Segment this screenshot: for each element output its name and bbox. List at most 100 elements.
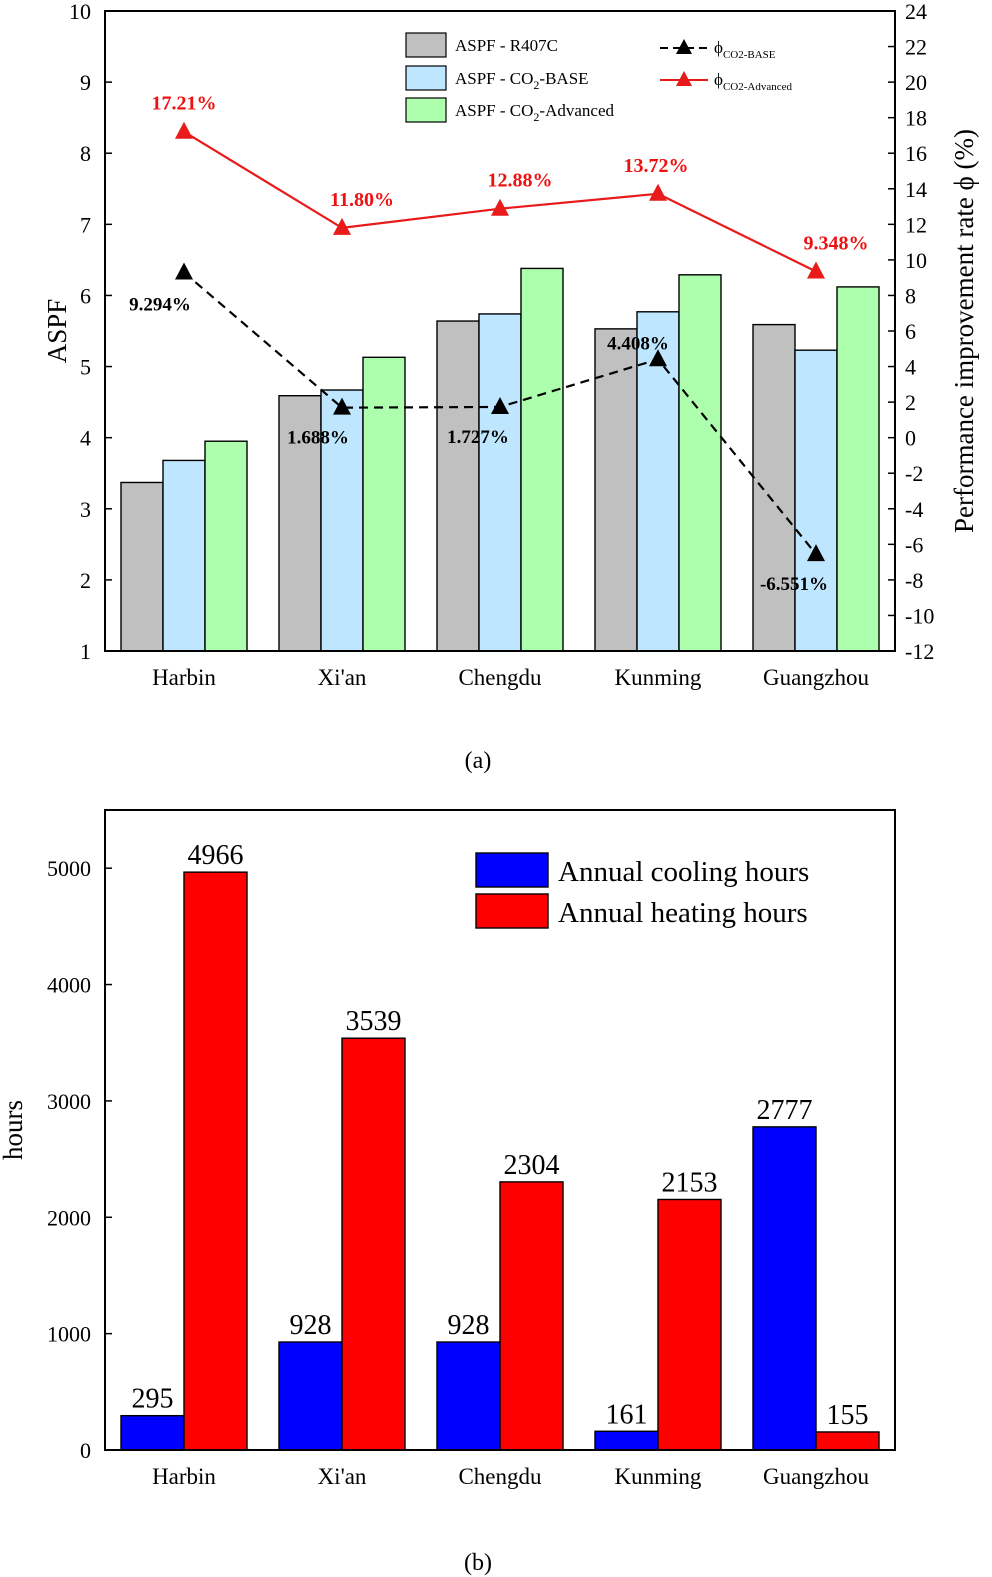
- bar-annual-heating-hours-xi-an: [341, 1037, 406, 1451]
- legend-marker-co2-advanced: [676, 71, 692, 86]
- y2-tick-label: -2: [905, 461, 923, 486]
- marker-co2-base-chengdu: [491, 396, 509, 414]
- legend-swatch-aspf-co2-advanced: [405, 97, 447, 123]
- legend-marker-co2-base: [676, 39, 692, 54]
- panel-b-label: (b): [464, 1550, 492, 1576]
- data-label-co2-advanced-guangzhou: 9.348%: [804, 232, 869, 254]
- legend-swatch-annual-heating-hours: [475, 893, 549, 929]
- y-tick-label: 1000: [47, 1322, 91, 1347]
- bar-annual-cooling-hours-chengdu: [436, 1341, 501, 1451]
- bar-annual-cooling-hours-harbin: [120, 1414, 185, 1451]
- panel-a-chart: 12345678910-12-10-8-6-4-2024681012141618…: [42, 0, 979, 690]
- bar-annual-heating-hours-kunming: [657, 1198, 722, 1451]
- y2-tick-label: -6: [905, 532, 923, 557]
- bar-aspf-r407c-xi-an: [278, 395, 322, 652]
- y2-tick-label: 6: [905, 319, 916, 344]
- data-label-co2-base-kunming: 4.408%: [607, 333, 669, 354]
- data-label-annual-heating-hours-guangzhou: 155: [827, 1400, 869, 1431]
- bar-aspf-co2-advanced-kunming: [678, 274, 722, 652]
- bar-aspf-co2-advanced-guangzhou: [836, 286, 880, 652]
- bar-annual-heating-hours-harbin: [183, 871, 248, 1451]
- bar-annual-cooling-hours-kunming: [594, 1430, 659, 1451]
- x-tick-label: Guangzhou: [763, 665, 870, 690]
- marker-co2-advanced-guangzhou: [807, 261, 825, 279]
- bar-annual-heating-hours-guangzhou: [815, 1431, 880, 1451]
- x-tick-label: Harbin: [152, 665, 216, 690]
- data-label-annual-cooling-hours-guangzhou: 2777: [757, 1095, 813, 1126]
- y-tick-label: 7: [80, 212, 91, 237]
- legend-swatch-annual-cooling-hours: [475, 852, 549, 888]
- panel-b-chart: 0 1000 2000 3000 4000 5000 Harbin Xi'an Chengdu K…: [0, 809, 896, 1489]
- bar-aspf-co2-advanced-harbin: [204, 440, 248, 652]
- legend-label-annual-cooling-hours: Annual cooling hours: [558, 856, 809, 888]
- panel-a-label: (a): [465, 748, 492, 774]
- y2-tick-label: -4: [905, 497, 923, 522]
- data-label-annual-heating-hours-harbin: 4966: [188, 840, 244, 871]
- y2-tick-label: 2: [905, 390, 916, 415]
- y2-tick-label: 8: [905, 283, 916, 308]
- y-tick-label: 2: [80, 568, 91, 593]
- legend-swatch-aspf-co2-base: [405, 65, 447, 91]
- data-label-annual-cooling-hours-chengdu: 928: [448, 1310, 490, 1341]
- y-tick-label: 2000: [47, 1205, 91, 1230]
- bar-aspf-co2-advanced-chengdu: [520, 267, 564, 652]
- data-label-co2-advanced-kunming: 13.72%: [624, 155, 689, 177]
- y-tick-label: 3000: [47, 1089, 91, 1114]
- bar-aspf-r407c-chengdu: [436, 320, 480, 652]
- y-tick-label: 5: [80, 355, 91, 380]
- legend-label-co2-base: ϕCO2-BASE: [714, 38, 776, 61]
- y-tick-label: 8: [80, 141, 91, 166]
- data-label-co2-advanced-xi-an: 11.80%: [330, 189, 394, 211]
- marker-co2-base-xi-an: [333, 397, 351, 415]
- y2-tick-label: 18: [905, 106, 927, 131]
- y-tick-label: 5000: [47, 856, 91, 881]
- x-tick-label: Kunming: [615, 1464, 702, 1489]
- x-tick-label: Guangzhou: [763, 1464, 870, 1489]
- data-label-co2-base-xi-an: 1.688%: [287, 428, 349, 449]
- bar-aspf-r407c-guangzhou: [752, 323, 796, 652]
- bar-aspf-co2-base-harbin: [162, 459, 206, 652]
- marker-co2-advanced-chengdu: [491, 198, 509, 216]
- legend-label-aspf-co2-advanced: ASPF - CO2-Advanced: [455, 101, 614, 124]
- data-label-co2-advanced-harbin: 17.21%: [152, 93, 217, 115]
- y2-tick-label: 24: [905, 0, 927, 24]
- data-label-annual-heating-hours-kunming: 2153: [662, 1167, 718, 1198]
- y-axis-title: ASPF: [42, 299, 72, 364]
- data-label-annual-heating-hours-xi-an: 3539: [346, 1006, 402, 1037]
- y2-tick-label: 20: [905, 70, 927, 95]
- y2-tick-label: -8: [905, 568, 923, 593]
- y-tick-label: 0: [80, 1438, 91, 1463]
- y2-tick-label: -12: [905, 639, 934, 664]
- y-tick-label: 4: [80, 426, 91, 451]
- y-tick-label: 1: [80, 639, 91, 664]
- data-label-co2-base-guangzhou: -6.551%: [760, 574, 828, 595]
- marker-co2-base-guangzhou: [807, 544, 825, 562]
- y-tick-label: 4000: [47, 973, 91, 998]
- marker-co2-advanced-harbin: [175, 121, 193, 139]
- y-tick-label: 10: [69, 0, 91, 24]
- data-label-co2-base-chengdu: 1.727%: [447, 427, 509, 448]
- data-label-annual-cooling-hours-harbin: 295: [132, 1384, 174, 1415]
- plot-frame: [104, 809, 896, 1451]
- y2-tick-label: 10: [905, 248, 927, 273]
- y-tick-label: 9: [80, 70, 91, 95]
- data-label-co2-advanced-chengdu: 12.88%: [488, 170, 553, 192]
- y2-axis-title: Performance improvement rate ϕ (%): [949, 129, 979, 533]
- legend-label-co2-advanced: ϕCO2-Advanced: [714, 70, 792, 93]
- data-label-annual-cooling-hours-xi-an: 928: [290, 1310, 332, 1341]
- bar-annual-cooling-hours-guangzhou: [752, 1126, 817, 1451]
- bar-aspf-co2-base-chengdu: [478, 313, 522, 652]
- data-label-co2-base-harbin: 9.294%: [129, 294, 191, 315]
- y-tick-label: 3: [80, 497, 91, 522]
- y2-tick-label: 12: [905, 212, 927, 237]
- y2-tick-label: -10: [905, 603, 934, 628]
- legend-label-aspf-co2-base: ASPF - CO2-BASE: [455, 69, 589, 92]
- x-tick-label: Kunming: [615, 665, 702, 690]
- data-label-annual-cooling-hours-kunming: 161: [606, 1399, 648, 1430]
- bar-aspf-r407c-harbin: [120, 481, 164, 652]
- x-tick-label: Harbin: [152, 1464, 216, 1489]
- y2-tick-label: 4: [905, 355, 916, 380]
- y-axis-title: hours: [0, 1100, 28, 1160]
- x-tick-label: Chengdu: [458, 1464, 542, 1489]
